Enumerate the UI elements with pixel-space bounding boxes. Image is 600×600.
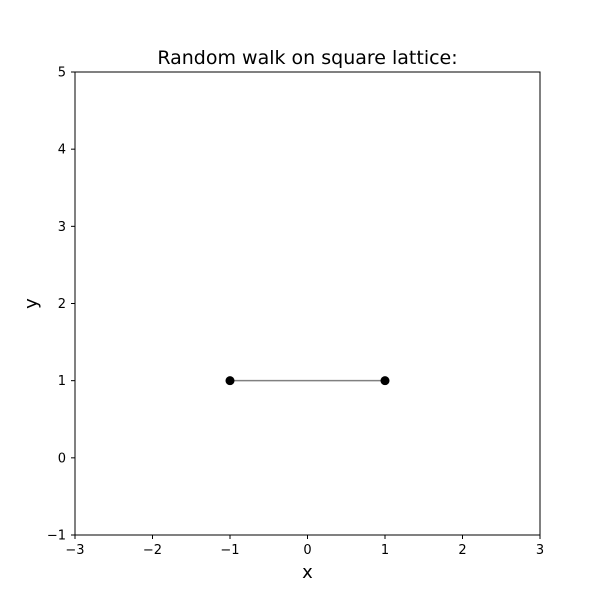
x-axis-ticks: −3 −2 −1 0 1 2 3 xyxy=(65,535,544,558)
plot-area xyxy=(75,72,540,535)
x-tick-label: 3 xyxy=(536,543,544,558)
y-tick-label: 3 xyxy=(58,220,66,235)
y-tick-label: 2 xyxy=(58,297,66,312)
y-tick-label: 5 xyxy=(58,66,66,81)
y-tick-label: 0 xyxy=(58,451,66,466)
plot-frame xyxy=(74,71,541,536)
data-layer xyxy=(225,376,390,386)
x-tick-label: 0 xyxy=(303,543,311,558)
walk-point xyxy=(225,376,235,386)
y-tick-label: 4 xyxy=(58,143,66,158)
x-tick-label: 1 xyxy=(381,543,389,558)
y-axis-ticks: −1 0 1 2 3 4 5 xyxy=(47,66,75,544)
x-tick-label: −3 xyxy=(65,543,84,558)
chart-title: Random walk on square lattice: xyxy=(157,47,457,69)
x-axis-label: x xyxy=(302,562,313,583)
y-axis-label: y xyxy=(21,298,42,309)
x-tick-label: 2 xyxy=(458,543,466,558)
y-tick-label: 1 xyxy=(58,374,66,389)
x-tick-label: −1 xyxy=(220,543,239,558)
x-tick-label: −2 xyxy=(143,543,162,558)
y-tick-label: −1 xyxy=(47,529,66,544)
walk-point xyxy=(380,376,390,386)
